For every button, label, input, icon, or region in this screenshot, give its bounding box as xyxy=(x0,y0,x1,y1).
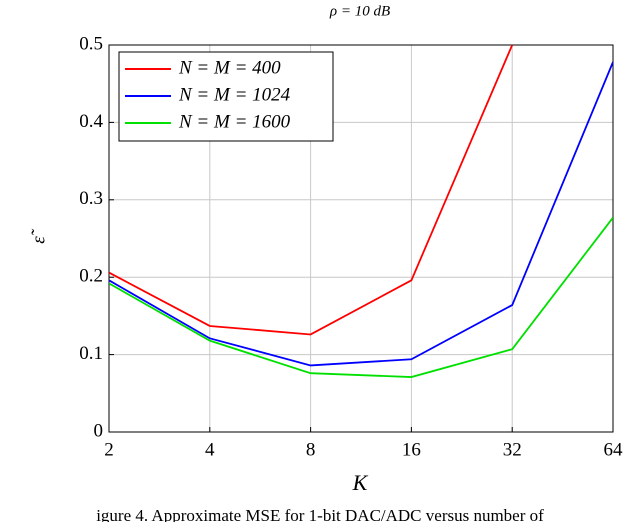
x-tick-label: 2 xyxy=(104,439,114,460)
legend-label: N = M = 1024 xyxy=(178,84,291,105)
x-tick-label: 32 xyxy=(503,439,522,460)
y-axis-label: ε̃ xyxy=(28,228,49,243)
y-tick-label: 0.3 xyxy=(79,188,103,209)
y-tick-label: 0.1 xyxy=(79,343,103,364)
caption: igure 4. Approximate MSE for 1-bit DAC/A… xyxy=(96,506,544,522)
x-tick-label: 64 xyxy=(604,439,624,460)
y-tick-label: 0.4 xyxy=(79,111,103,132)
legend-label: N = M = 400 xyxy=(178,57,281,78)
x-tick-label: 8 xyxy=(306,439,316,460)
y-tick-label: 0 xyxy=(94,420,104,441)
y-tick-label: 0.5 xyxy=(79,33,103,54)
plot-lines xyxy=(109,45,613,378)
series-line xyxy=(109,61,613,367)
x-tick-label: 16 xyxy=(402,439,421,460)
y-tick-label: 0.2 xyxy=(79,266,103,287)
x-tick-label: 4 xyxy=(205,439,215,460)
chart-title: ρ = 10 dB xyxy=(329,3,390,19)
series-line xyxy=(109,45,514,336)
series-line xyxy=(109,217,613,378)
legend-label: N = M = 1600 xyxy=(178,111,291,132)
plot-frame xyxy=(108,44,614,433)
x-axis-label: K xyxy=(352,470,369,495)
